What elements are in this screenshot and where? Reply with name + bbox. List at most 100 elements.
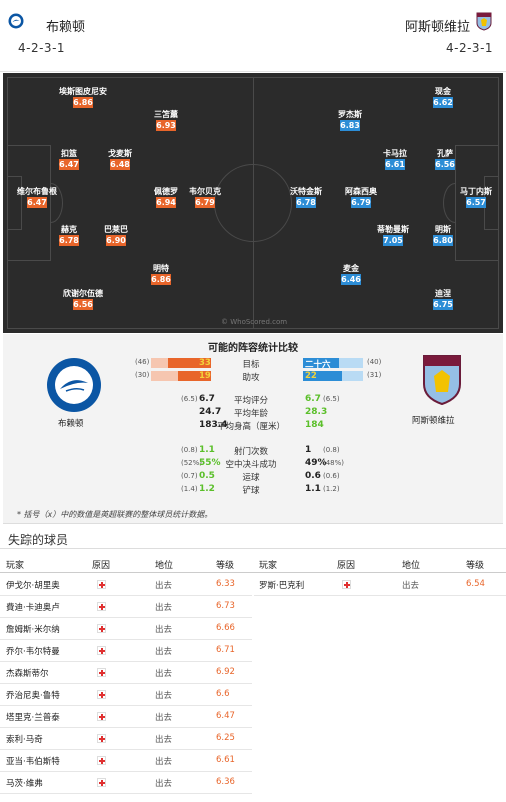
missing-player-row[interactable]: 亚当·韦伯斯特 出去 6.61 [0,750,252,772]
home-player-name[interactable]: 维尔布鲁根 [17,187,57,196]
home-player-name[interactable]: 巴莱巴 [104,225,128,234]
missing-player-status: 出去 [155,603,173,613]
home-player-name[interactable]: 明特 [153,264,169,273]
away-player-name[interactable]: 马丁内斯 [460,187,492,196]
missing-player-name[interactable]: 塔里克·兰普泰 [6,713,60,723]
home-player-name[interactable]: 三笘薰 [154,110,178,119]
home-player-rating: 6.79 [195,197,215,208]
home-bar-fill [178,371,211,381]
missing-player-row[interactable]: 马茨·维弗 出去 6.36 [0,772,252,794]
away-player-name[interactable]: 卡马拉 [383,149,407,158]
home-stat-value: 6.7 [199,394,215,404]
away-stat-overall: (48%) [323,459,345,467]
home-team-name[interactable]: 布赖顿 [46,20,86,35]
missing-player-name[interactable]: 杰森斯蒂尔 [6,669,49,679]
home-stat-overall: (52%) [181,459,203,467]
away-player-name[interactable]: 现金 [435,87,451,96]
watermark: © WhoScored.com [221,318,288,326]
away-player-name[interactable]: 罗杰斯 [338,110,362,119]
home-formation: 4-2-3-1 [18,41,66,55]
away-player-name[interactable]: 迪涅 [435,289,451,298]
home-stat-overall: (0.7) [181,472,198,480]
away-player-name[interactable]: 孔萨 [437,149,453,158]
injury-cross-icon [97,602,106,611]
missing-player-row[interactable]: 杰森斯蒂尔 出去 6.92 [0,662,252,684]
away-player-rating: 6.46 [341,274,361,285]
missing-player-row[interactable]: 塔里克·兰普泰 出去 6.47 [0,706,252,728]
missing-player-row[interactable]: 伊戈尔·胡里奥 出去 6.33 [0,574,252,596]
missing-player-row[interactable]: 費迪·卡迪奥卢 出去 6.73 [0,596,252,618]
home-player-name[interactable]: 佩德罗 [154,187,178,196]
away-player-rating: 6.75 [433,299,453,310]
away-stat-value: 0.6 [305,471,321,481]
missing-player-status: 出去 [155,713,173,723]
away-player-rating: 6.83 [340,120,360,131]
missing-player-status: 出去 [155,757,173,767]
injury-cross-icon [97,734,106,743]
away-team-label: 阿斯顿维拉 [412,416,455,426]
missing-player-status: 出去 [402,581,420,591]
home-stat-overall: (46) [135,358,150,366]
away-stat-value: 184 [305,420,324,430]
missing-player-name[interactable]: 马茨·维弗 [6,779,43,789]
away-player-name[interactable]: 阿森西奥 [345,187,377,196]
missing-player-rating: 6.71 [216,645,235,655]
away-player-name[interactable]: 沃特金斯 [290,187,322,196]
center-circle [214,164,292,242]
missing-player-name[interactable]: 伊戈尔·胡里奥 [6,581,60,591]
missing-player-status: 出去 [155,779,173,789]
home-player-name[interactable]: 赫克 [61,225,77,234]
injury-cross-icon [342,580,351,589]
away-bar-fill [303,358,339,368]
away-stat-value: 49% [305,458,327,468]
aston-villa-crest-icon [423,355,461,406]
home-player-rating: 6.56 [73,299,93,310]
missing-player-row[interactable]: 詹姆斯·米尔纳 出去 6.66 [0,618,252,640]
home-stat-value: 33 [199,358,211,368]
away-stat-overall: (40) [367,358,382,366]
missing-player-rating: 6.66 [216,623,235,633]
home-player-name[interactable]: 埃斯图皮尼安 [59,87,107,96]
missing-player-name[interactable]: 費迪·卡迪奥卢 [6,603,60,613]
missing-player-row[interactable]: 乔尔·韦尔特曼 出去 6.71 [0,640,252,662]
missing-player-name[interactable]: 乔治尼奥·鲁特 [6,691,60,701]
home-stat-value: 1.1 [199,445,215,455]
home-player-rating: 6.86 [73,97,93,108]
home-player-name[interactable]: 扣篮 [61,149,77,158]
missing-player-name[interactable]: 亚当·韦伯斯特 [6,757,60,767]
away-goal-area [484,176,499,230]
home-stat-value: 55% [199,458,221,468]
missing-player-name[interactable]: 罗斯·巴克利 [259,581,305,591]
missing-player-row[interactable]: 罗斯·巴克利 出去 6.54 [254,574,506,596]
home-player-name[interactable]: 韦尔贝克 [189,187,221,196]
missing-player-name[interactable]: 詹姆斯·米尔纳 [6,625,60,635]
away-player-name[interactable]: 蒂勒曼斯 [377,225,409,234]
away-player-name[interactable]: 麦金 [343,264,359,273]
home-stat-value: 1.2 [199,484,215,494]
stat-label: 目标 [242,360,260,370]
missing-player-row[interactable]: 索利·马奇 出去 6.25 [0,728,252,750]
missing-player-status: 出去 [155,625,173,635]
brighton-badge-icon [8,13,24,29]
away-stat-overall: (0.6) [323,472,340,480]
stat-label: 运球 [242,473,260,483]
missing-player-name[interactable]: 乔尔·韦尔特曼 [6,647,60,657]
stat-label: 平均评分 [233,396,268,406]
home-stat-overall: (0.8) [181,446,198,454]
missing-player-row[interactable]: 乔治尼奥·鲁特 出去 6.6 [0,684,252,706]
home-stat-value: 0.5 [199,471,215,481]
away-stat-value: 二十六 [305,360,331,370]
missing-player-name[interactable]: 索利·马奇 [6,735,43,745]
home-col-rating: 等级 [216,561,235,571]
away-stat-overall: (31) [367,371,382,379]
section-divider [0,548,506,549]
away-team-name[interactable]: 阿斯顿维拉 [405,20,471,35]
away-col-reason: 原因 [337,561,356,571]
home-player-rating: 6.47 [59,159,79,170]
away-player-name[interactable]: 明斯 [435,225,451,234]
home-player-name[interactable]: 欣谢尔伍德 [63,289,103,298]
home-player-rating: 6.86 [151,274,171,285]
comparison-title: 可能的阵容统计比较 [208,343,298,354]
home-player-name[interactable]: 戈麦斯 [108,149,132,158]
aston-villa-badge-icon [476,12,492,31]
